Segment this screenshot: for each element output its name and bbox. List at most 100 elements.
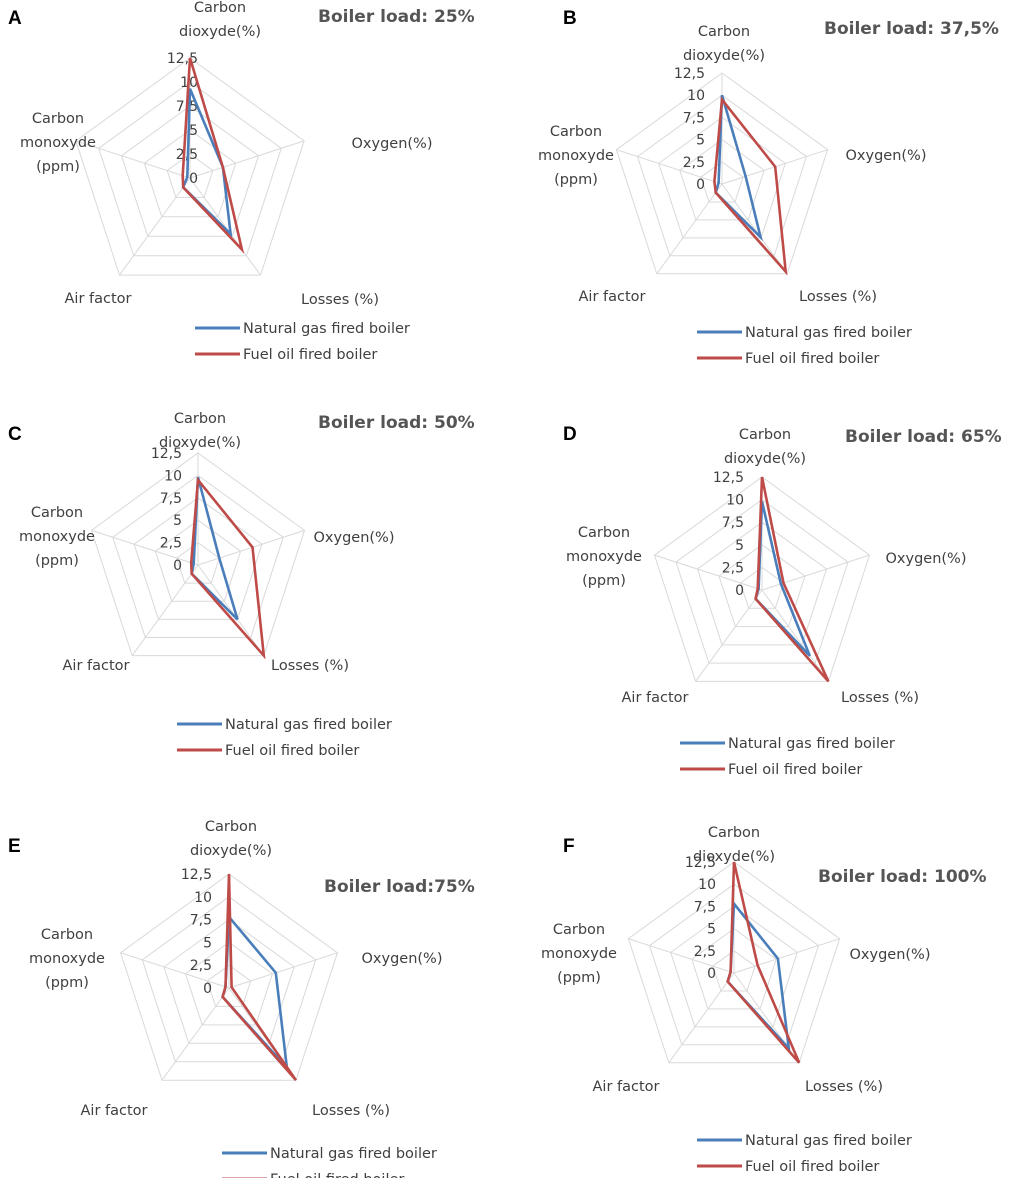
grid-ring: [176, 541, 220, 584]
chart-title: Boiler load: 100%: [818, 867, 987, 887]
axis-spoke: [189, 177, 261, 276]
fuel-oil-series: [713, 96, 788, 276]
grid-ring: [120, 105, 260, 237]
axis-spoke: [628, 938, 735, 974]
legend-label: Natural gas fired boiler: [270, 1146, 437, 1162]
tick-label: 10: [726, 493, 744, 509]
grid-ring: [648, 883, 820, 1046]
axis-spoke: [161, 987, 230, 1081]
chart-title: Boiler load: 65%: [845, 427, 1002, 447]
legend-label: Fuel oil fired boiler: [270, 1172, 404, 1178]
tick-label: 12,5: [181, 867, 212, 883]
tick-label: 0: [173, 558, 182, 574]
tick-label: 2,5: [722, 560, 744, 576]
axis-label: Carbon dioxyde(%): [724, 427, 806, 467]
natural-gas-series: [190, 476, 239, 621]
axis-label: Carbon monoxyde (ppm): [538, 124, 614, 188]
panel-letter: E: [8, 836, 21, 857]
tick-label: 0: [189, 171, 198, 187]
panel-letter: A: [8, 8, 22, 29]
tick-label: 5: [173, 513, 182, 529]
tick-label: 7,5: [190, 913, 212, 929]
legend-label: Fuel oil fired boiler: [745, 1159, 879, 1175]
fuel-oil-series: [726, 861, 801, 1064]
grid-ring: [675, 498, 849, 664]
tick-label: 7,5: [160, 491, 182, 507]
axis-label: Carbon monoxyde (ppm): [29, 927, 105, 991]
tick-label: 7,5: [694, 899, 716, 915]
legend-label: Natural gas fired boiler: [728, 736, 895, 752]
axis-label: Losses (%): [301, 292, 379, 308]
grid-ring: [90, 452, 306, 657]
grid-ring: [615, 72, 829, 275]
tick-label: 7,5: [722, 515, 744, 531]
axis-label: Oxygen(%): [846, 148, 927, 164]
tick-label: 7,5: [683, 110, 705, 126]
axis-label: Air factor: [593, 1079, 660, 1095]
tick-label: 2,5: [190, 958, 212, 974]
tick-label: 10: [194, 890, 212, 906]
grid-ring: [627, 861, 841, 1064]
panel-letter: C: [8, 424, 22, 445]
legend-label: Natural gas fired boiler: [243, 321, 410, 337]
grid-ring: [141, 896, 317, 1063]
axis-spoke: [654, 554, 763, 591]
axis-label: Carbon dioxyde(%): [179, 0, 261, 40]
legend-label: Fuel oil fired boiler: [225, 743, 359, 759]
axis-spoke: [721, 183, 788, 275]
grid-ring: [636, 94, 808, 257]
tick-label: 2,5: [160, 536, 182, 552]
axis-label: Oxygen(%): [352, 136, 433, 152]
tick-label: 5: [696, 133, 705, 149]
tick-label: 12,5: [685, 855, 716, 871]
tick-label: 5: [203, 935, 212, 951]
axis-label: Oxygen(%): [362, 951, 443, 967]
legend-label: Natural gas fired boiler: [745, 325, 912, 341]
axis-label: Carbon monoxyde (ppm): [20, 111, 96, 175]
panel-letter: F: [563, 836, 575, 857]
chart-title: Boiler load: 25%: [318, 7, 475, 27]
grid-ring: [185, 941, 273, 1026]
grid-ring: [143, 129, 237, 218]
chart-title: Boiler load: 50%: [318, 413, 475, 433]
axis-label: Air factor: [65, 291, 132, 307]
natural-gas-series: [714, 94, 763, 242]
grid-ring: [670, 905, 798, 1028]
axis-spoke: [75, 140, 191, 179]
tick-label: 12,5: [151, 446, 182, 462]
tick-label: 0: [203, 981, 212, 997]
axis-label: Air factor: [63, 658, 130, 674]
legend-label: Fuel oil fired boiler: [728, 762, 862, 778]
grid-ring: [166, 153, 214, 198]
tick-label: 5: [189, 123, 198, 139]
fuel-oil-series: [189, 476, 266, 660]
axis-label: Oxygen(%): [314, 530, 395, 546]
axis-label: Losses (%): [805, 1079, 883, 1095]
legend-label: Natural gas fired boiler: [225, 717, 392, 733]
tick-label: 5: [735, 538, 744, 554]
axis-spoke: [616, 149, 723, 185]
grid-ring: [112, 474, 284, 638]
grid-ring: [133, 497, 263, 620]
grid-ring: [75, 57, 305, 276]
tick-label: 10: [698, 877, 716, 893]
grid-ring: [696, 521, 828, 646]
legend-label: Fuel oil fired boiler: [243, 347, 377, 363]
tick-label: 5: [707, 922, 716, 938]
fuel-oil-series: [221, 873, 298, 1082]
axis-label: Carbon monoxyde (ppm): [541, 922, 617, 986]
grid-ring: [653, 476, 871, 682]
tick-label: 0: [735, 583, 744, 599]
axis-label: Carbon dioxyde(%): [159, 411, 241, 451]
grid-ring: [718, 544, 806, 628]
axis-spoke: [120, 952, 230, 989]
tick-label: 2,5: [683, 155, 705, 171]
axis-label: Air factor: [579, 289, 646, 305]
grid-ring: [700, 161, 744, 203]
legend-label: Natural gas fired boiler: [745, 1133, 912, 1149]
radar-panel-d: 0 2,5 5 7,5 10 12,5 Carbon dioxyde(%) Oxygen(%) L…: [563, 424, 1002, 778]
tick-label: 0: [707, 966, 716, 982]
